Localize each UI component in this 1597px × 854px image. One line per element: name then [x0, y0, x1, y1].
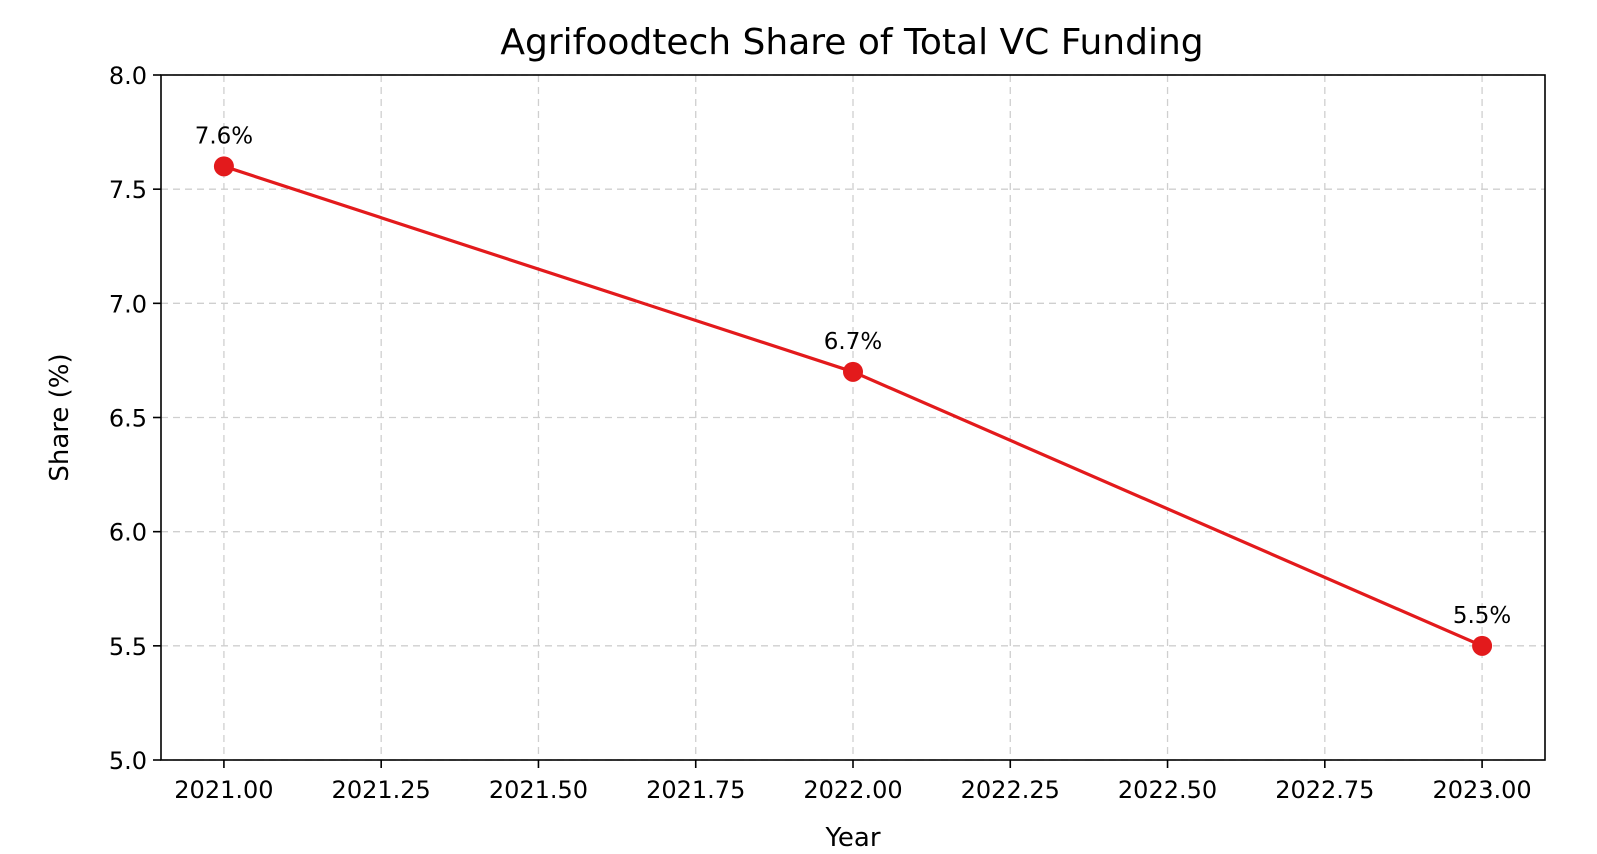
y-tick-label: 7.5 — [109, 176, 147, 204]
grid — [161, 74, 1545, 761]
y-axis: 5.0 5.5 6.0 6.5 7.0 7.5 8.0 — [109, 62, 161, 775]
y-tick-label: 5.5 — [109, 633, 147, 661]
x-tick-label: 2022.75 — [1275, 776, 1374, 804]
data-label: 7.6% — [195, 123, 253, 149]
data-point — [843, 361, 863, 382]
y-axis-label: Share (%) — [45, 353, 75, 481]
x-tick-label: 2022.25 — [961, 776, 1060, 804]
x-tick-label: 2022.50 — [1118, 776, 1217, 804]
y-tick-label: 8.0 — [109, 62, 147, 90]
x-tick-label: 2022.00 — [803, 776, 902, 804]
y-tick-label: 6.0 — [109, 519, 147, 547]
y-tick-label: 7.0 — [109, 290, 147, 318]
data-point — [213, 156, 234, 177]
data-label: 6.7% — [824, 329, 882, 355]
x-tick-label: 2021.50 — [489, 776, 588, 804]
chart-title: Agrifoodtech Share of Total VC Funding — [500, 22, 1203, 63]
x-axis-label: Year — [824, 823, 880, 853]
x-axis: 2021.00 2021.25 2021.50 2021.75 2022.00 2022.… — [174, 760, 1532, 804]
data-point — [1472, 635, 1493, 656]
y-tick-label: 6.5 — [109, 405, 147, 433]
y-tick-label: 5.0 — [109, 747, 147, 775]
x-tick-label: 2023.00 — [1432, 776, 1531, 804]
x-tick-label: 2021.00 — [174, 776, 273, 804]
x-tick-label: 2021.25 — [332, 776, 431, 804]
data-label: 5.5% — [1453, 603, 1511, 629]
x-tick-label: 2021.75 — [646, 776, 745, 804]
series-layer: 7.6% 6.7% 5.5% — [195, 123, 1511, 656]
